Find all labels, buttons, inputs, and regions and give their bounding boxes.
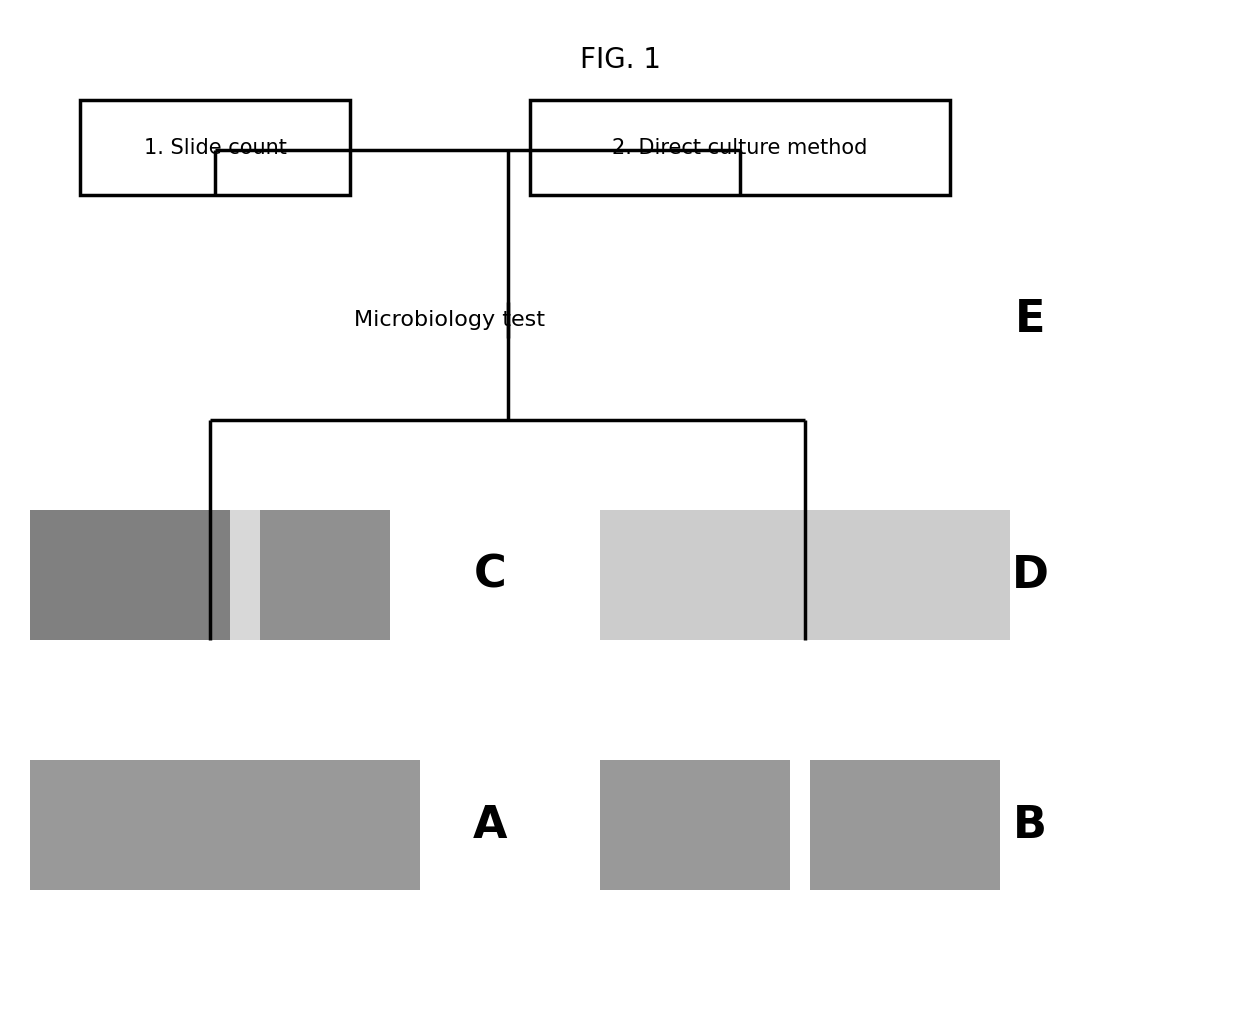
- Text: E: E: [1014, 299, 1045, 341]
- Bar: [81, 100, 350, 195]
- Text: 1. Slide count: 1. Slide count: [144, 137, 286, 157]
- Bar: [260, 510, 391, 640]
- Text: 2. Direct culture method: 2. Direct culture method: [613, 137, 868, 157]
- Text: C: C: [474, 554, 506, 596]
- Text: Microbiology test: Microbiology test: [355, 310, 546, 330]
- Bar: [529, 100, 950, 195]
- Text: A: A: [472, 803, 507, 847]
- Bar: [30, 510, 229, 640]
- Bar: [229, 510, 260, 640]
- Text: B: B: [1013, 803, 1047, 847]
- Text: FIG. 1: FIG. 1: [579, 46, 661, 74]
- Text: D: D: [1012, 554, 1049, 596]
- Bar: [810, 760, 999, 890]
- Bar: [600, 760, 790, 890]
- Bar: [600, 510, 1011, 640]
- Bar: [30, 760, 420, 890]
